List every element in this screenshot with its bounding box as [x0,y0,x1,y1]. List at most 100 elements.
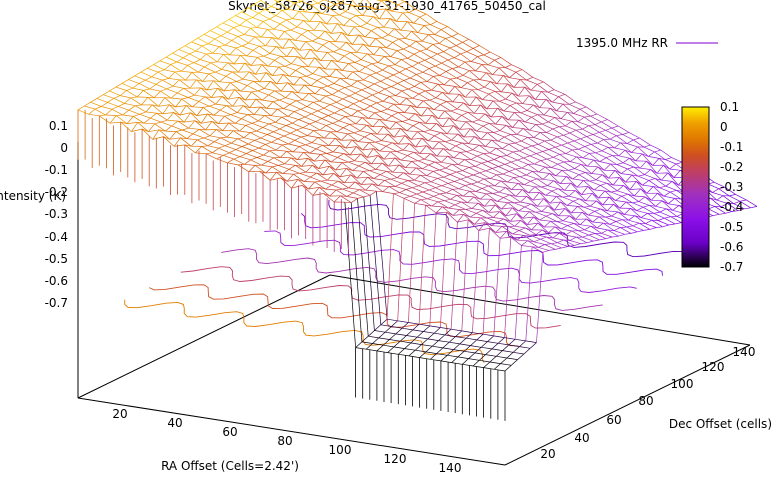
surface-segment [434,132,441,137]
surface-segment [614,170,626,183]
surface-segment [487,335,495,342]
surface-segment [350,52,362,60]
surface-segment [339,48,351,53]
surface-segment [536,178,544,180]
surface-segment [400,21,408,31]
x-tick-label: 100 [329,443,352,457]
surface-segment [659,185,666,189]
surface-segment [340,0,345,4]
surface-segment [509,77,521,80]
z-tick-label: -0.3 [45,207,68,221]
surface-segment [424,59,436,67]
surface-segment [457,356,469,359]
surface-segment [309,12,317,22]
surface-segment [554,208,566,211]
surface-segment [428,161,436,166]
surface-segment [175,129,183,132]
surface-segment [467,111,475,114]
surface-segment [194,120,202,124]
surface-segment [504,161,512,165]
surface-segment [490,198,502,210]
surface-segment [157,69,165,73]
surface-segment [471,208,483,211]
surface-segment [638,201,650,206]
surface-segment [544,139,551,142]
surface-segment [352,192,364,198]
surface-segment [638,196,646,202]
surface-segment [480,104,487,110]
surface-segment [340,109,352,117]
surface-segment [141,128,149,133]
surface-segment [160,90,172,99]
surface-segment [346,78,358,82]
surface-segment [274,90,286,98]
surface-segment [655,178,662,181]
surface-segment [525,246,533,341]
surface-segment [547,205,555,211]
surface-segment [238,163,245,166]
surface-segment [301,158,309,167]
surface-segment [456,77,468,84]
surface-segment [197,137,204,141]
surface-segment [260,106,272,116]
surface-segment [617,211,629,221]
surface-segment [344,202,356,348]
surface-segment [581,211,589,216]
surface-segment [337,23,349,36]
surface-segment [522,189,534,201]
surface-segment [288,143,300,147]
surface-segment [311,137,319,143]
surface-segment [310,172,317,178]
surface-segment [664,216,671,219]
surface-segment [325,188,337,191]
colorbar-tick-label: -0.2 [720,160,743,174]
surface-segment [549,196,557,204]
surface-segment [503,110,515,113]
surface-segment [355,341,363,348]
surface-segment [426,145,438,157]
surface-segment [637,146,649,157]
surface-segment [282,74,295,86]
surface-segment [417,32,429,35]
surface-segment [632,201,639,204]
x-axis-line [77,397,506,466]
surface-segment [473,196,481,200]
surface-segment [556,221,568,226]
surface-segment [511,64,523,70]
surface-segment [503,194,510,198]
surface-segment [391,326,403,329]
surface-segment [458,61,466,68]
surface-segment [314,87,322,95]
surface-segment [271,141,283,146]
surface-segment [285,91,293,98]
surface-segment [515,189,523,197]
surface-segment [351,139,359,142]
surface-segment [387,0,399,6]
floor-contour-line [149,284,519,347]
surface-segment [224,114,231,117]
surface-segment [308,57,315,68]
surface-segment [499,191,510,196]
surface-segment [155,83,167,90]
x-ticks: 20 40 60 80 100 120 140 [112,407,461,475]
surface-segment [354,153,362,162]
surface-segment [281,116,293,124]
surface-segment [299,171,307,174]
surface-segment [267,134,279,140]
surface-segment [373,178,385,181]
surface-segment [436,21,448,27]
surface-segment [408,119,420,123]
surface-segment [306,75,318,81]
surface-segment [267,60,275,67]
surface-segment [406,125,414,132]
surface-segment [539,215,547,221]
surface-segment [652,158,660,166]
surface-segment [119,90,127,96]
surface-segment [293,47,305,60]
surface-segment [324,159,336,171]
surface-segment [200,87,212,98]
surface-segment [532,76,544,83]
surface-segment [562,215,570,222]
surface-segment [401,57,408,60]
surface-segment [216,54,224,63]
